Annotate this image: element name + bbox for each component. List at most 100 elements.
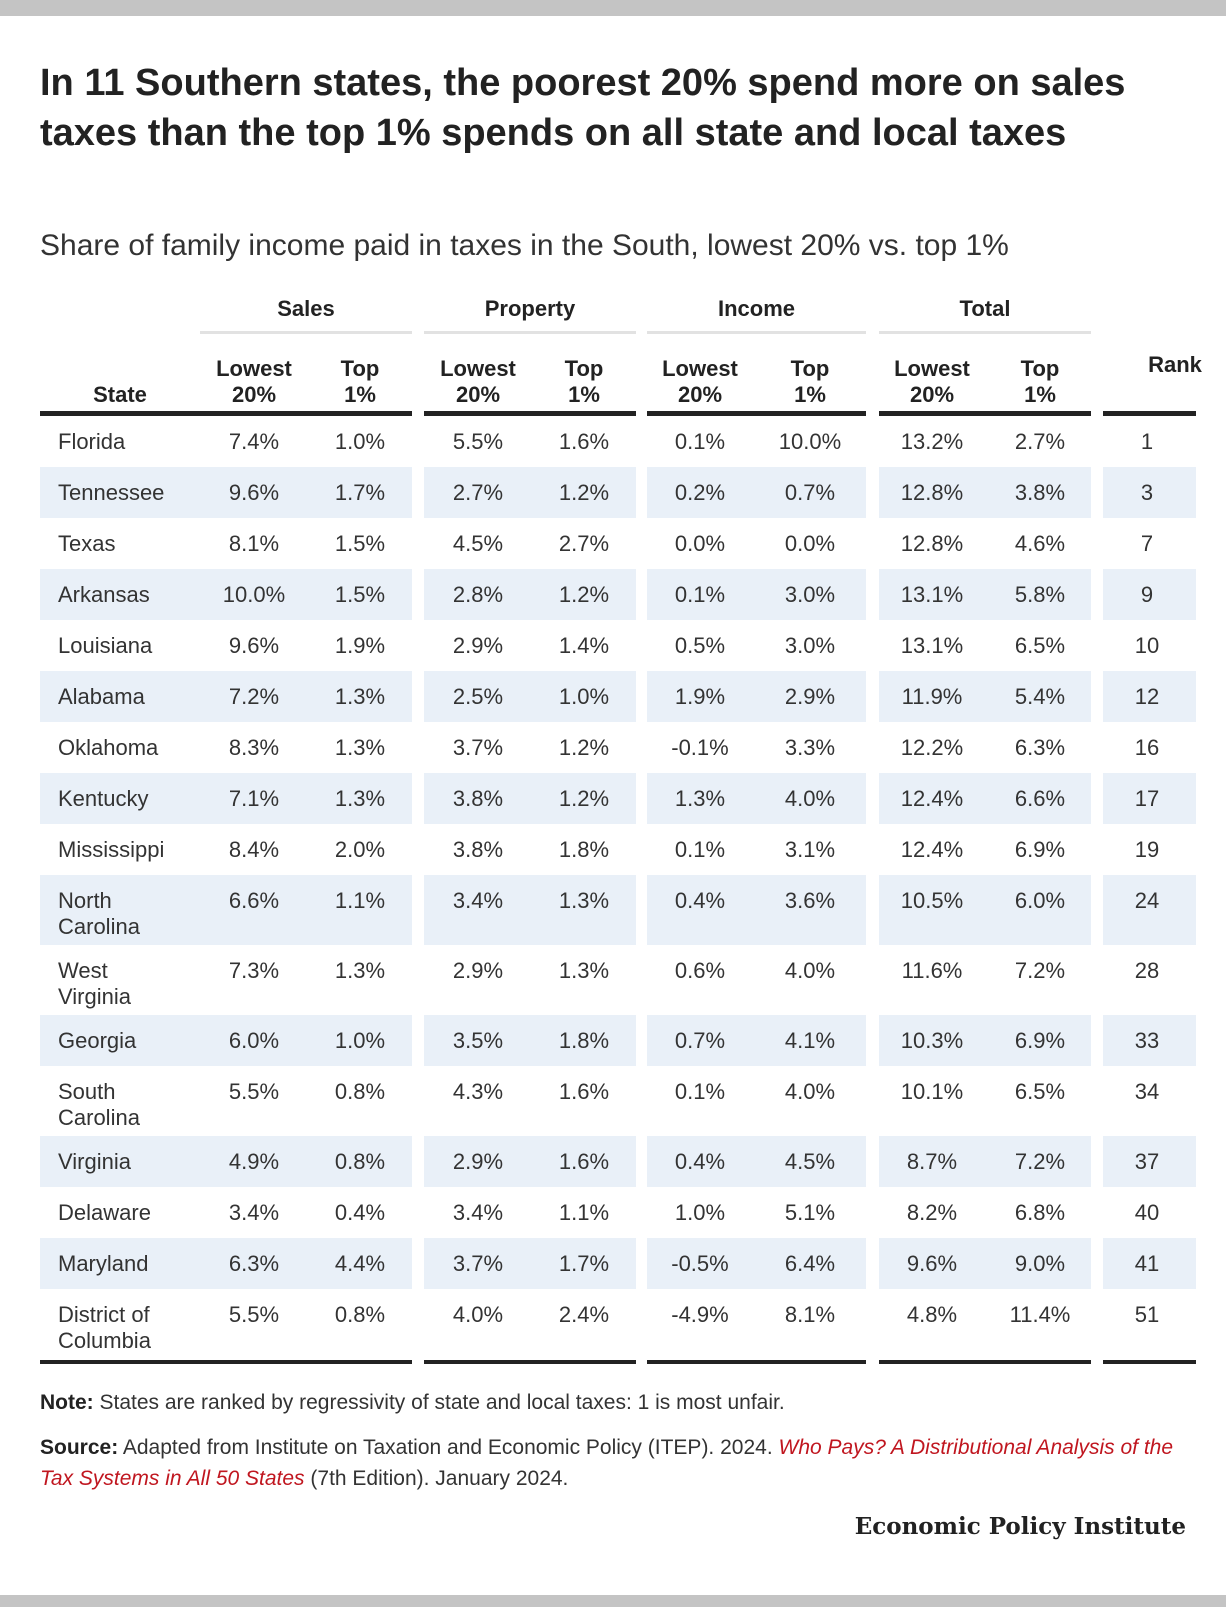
value-cell: 2.7% [452, 480, 504, 505]
value-cell: 1.9% [334, 633, 386, 658]
value-cell: 2.9% [452, 1149, 504, 1174]
value-cell: 2.9% [784, 684, 836, 709]
subcolumn-header-top-1: Top 1% [340, 356, 380, 407]
value-cell: 7.4% [228, 429, 280, 454]
value-cell: 6.6% [228, 888, 280, 913]
bottom-rule [1103, 1360, 1196, 1364]
value-cell: 4.9% [228, 1149, 280, 1174]
value-cell: 2.7% [1014, 429, 1066, 454]
state-name: Virginia [58, 1149, 131, 1174]
row-band [424, 1136, 636, 1187]
value-cell: 1.6% [558, 1079, 610, 1104]
value-cell: 1.5% [334, 582, 386, 607]
value-cell: 1.2% [558, 786, 610, 811]
value-cell: 11.6% [901, 958, 963, 983]
value-cell: 7.2% [228, 684, 280, 709]
row-band [424, 671, 636, 722]
value-cell: 4.4% [334, 1251, 386, 1276]
value-cell: 9.6% [228, 480, 280, 505]
value-cell: 1.7% [334, 480, 386, 505]
value-cell: 5.5% [452, 429, 504, 454]
value-cell: 1.2% [558, 735, 610, 760]
value-cell: 8.1% [228, 531, 280, 556]
value-cell: 6.6% [1014, 786, 1066, 811]
value-cell: 1.3% [334, 684, 386, 709]
value-cell: 6.9% [1014, 837, 1066, 862]
value-cell: 3.1% [784, 837, 836, 862]
value-cell: 10.0% [222, 582, 286, 607]
value-cell: 10.1% [900, 1079, 964, 1104]
value-cell: 0.1% [674, 1079, 726, 1104]
rank-cell: 9 [1140, 582, 1154, 607]
row-band [1103, 467, 1196, 518]
value-cell: 0.8% [334, 1302, 386, 1327]
state-name: Maryland [58, 1251, 149, 1276]
rank-cell: 41 [1134, 1251, 1160, 1276]
bottom-rule [879, 1360, 1091, 1364]
value-cell: 0.6% [674, 958, 726, 983]
value-cell: 0.4% [334, 1200, 386, 1225]
row-band [424, 773, 636, 824]
chart-title: In 11 Southern states, the poorest 20% s… [40, 62, 1126, 154]
value-cell: 1.5% [334, 531, 386, 556]
value-cell: -0.5% [671, 1251, 729, 1276]
source-title-link[interactable]: Who Pays? A Distributional Analysis of t… [40, 1436, 1174, 1490]
row-band [879, 875, 1091, 945]
row-band [1103, 1015, 1196, 1066]
value-cell: 0.0% [784, 531, 836, 556]
value-cell: 1.0% [558, 684, 610, 709]
value-cell: 3.7% [452, 735, 504, 760]
state-name: North Carolina [58, 888, 140, 939]
top-bar [0, 0, 1226, 16]
value-cell: 2.9% [452, 958, 504, 983]
state-name: Georgia [58, 1028, 137, 1053]
row-band [647, 1238, 866, 1289]
row-band [424, 467, 636, 518]
value-cell: 0.7% [674, 1028, 726, 1053]
epi-logo: Economic Policy Institute [854, 1513, 1186, 1540]
value-cell: 12.8% [900, 531, 964, 556]
rank-cell: 24 [1134, 888, 1160, 913]
header-rule [40, 411, 412, 416]
subcolumn-header-top-1: Top 1% [564, 356, 604, 407]
rank-cell: 34 [1134, 1079, 1160, 1104]
row-band [424, 569, 636, 620]
rank-cell: 1 [1140, 429, 1154, 454]
value-cell: 1.0% [334, 429, 386, 454]
row-band [879, 1015, 1091, 1066]
value-cell: 7.1% [228, 786, 280, 811]
group-header-property: Property [424, 294, 636, 334]
value-cell: 3.8% [452, 837, 504, 862]
value-cell: 3.8% [452, 786, 504, 811]
subcolumn-header-lowest-20: Lowest 20% [216, 356, 292, 407]
row-band [40, 1238, 412, 1289]
row-band [1103, 569, 1196, 620]
value-cell: 3.4% [452, 1200, 504, 1225]
row-band [1103, 671, 1196, 722]
bottom-rule [40, 1360, 412, 1364]
state-name: District of Columbia [58, 1302, 151, 1353]
rank-cell: 28 [1134, 958, 1160, 983]
rank-cell: 37 [1134, 1149, 1160, 1174]
row-band [879, 671, 1091, 722]
value-cell: 1.3% [558, 958, 610, 983]
value-cell: 3.0% [784, 633, 836, 658]
state-name: Arkansas [58, 582, 150, 607]
group-header-total: Total [879, 294, 1091, 334]
value-cell: 8.2% [906, 1200, 958, 1225]
value-cell: 1.3% [334, 786, 386, 811]
value-cell: 6.8% [1014, 1200, 1066, 1225]
source-label: Source: [40, 1436, 119, 1459]
value-cell: 7.3% [228, 958, 280, 983]
value-cell: 0.7% [784, 480, 836, 505]
row-band [647, 467, 866, 518]
bottom-bar [0, 1595, 1226, 1607]
state-name: Oklahoma [58, 735, 159, 760]
row-band [40, 875, 412, 945]
value-cell: 4.1% [784, 1028, 836, 1053]
value-cell: 7.2% [1014, 958, 1066, 983]
value-cell: 4.5% [784, 1149, 836, 1174]
value-cell: 3.7% [452, 1251, 504, 1276]
value-cell: 2.7% [558, 531, 610, 556]
value-cell: 1.0% [334, 1028, 386, 1053]
